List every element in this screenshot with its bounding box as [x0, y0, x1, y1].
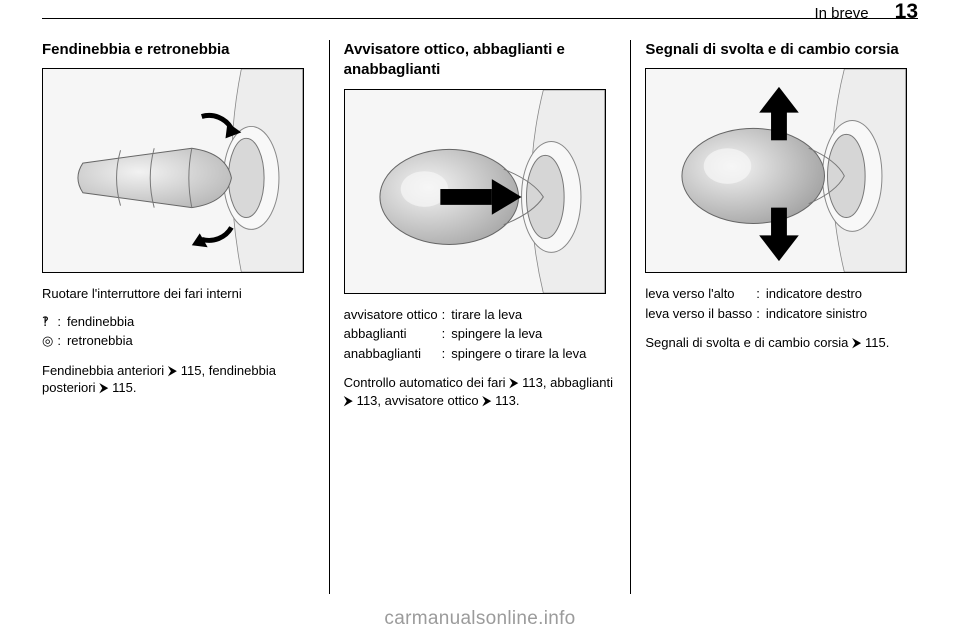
def-value: fendinebbia — [67, 313, 134, 333]
col2-body: Controllo automatico dei fari ⮞ 113, abb… — [344, 374, 617, 409]
list-item: anabbaglianti : spingere o tirare la lev… — [344, 345, 587, 365]
columns: Fendinebbia e retronebbia — [42, 40, 918, 594]
def-value: tirare la leva — [451, 306, 586, 326]
def-sep: : — [57, 313, 67, 333]
col2-heading: Avvisatore ottico, abbaglianti e anabbag… — [344, 40, 617, 81]
def-key: anabbaglianti — [344, 345, 442, 365]
def-key: leva verso il basso — [645, 305, 756, 325]
col1-heading: Fendinebbia e retronebbia — [42, 40, 315, 60]
list-item: ◎ : retronebbia — [42, 332, 134, 352]
col1-illustration — [42, 68, 304, 273]
col1-body: Fendinebbia anteriori ⮞ 115, fendinebbia… — [42, 362, 315, 397]
def-sep: : — [442, 306, 452, 326]
page-number: 13 — [895, 0, 918, 24]
def-sep: : — [756, 285, 766, 305]
col2-illustration — [344, 89, 606, 294]
def-sep: : — [442, 345, 452, 365]
def-value: spingere la leva — [451, 325, 586, 345]
def-sep: : — [756, 305, 766, 325]
list-item: ‽ : fendinebbia — [42, 313, 134, 333]
def-key: ◎ — [42, 332, 57, 352]
list-item: leva verso il basso : indicatore sinistr… — [645, 305, 867, 325]
col1-definitions: ‽ : fendinebbia ◎ : retronebbia — [42, 313, 134, 352]
def-key: ‽ — [42, 313, 57, 333]
header-rule — [42, 18, 918, 19]
column-1: Fendinebbia e retronebbia — [42, 40, 329, 594]
page: In breve 13 Fendinebbia e retronebbia — [0, 0, 960, 642]
def-value: indicatore sinistro — [766, 305, 867, 325]
column-3: Segnali di svolta e di cambio corsia — [630, 40, 918, 594]
section-title: In breve — [814, 5, 868, 22]
def-key: avvisatore ottico — [344, 306, 442, 326]
col3-definitions: leva verso l'alto : indicatore destro le… — [645, 285, 867, 324]
col2-definitions: avvisatore ottico : tirare la leva abbag… — [344, 306, 587, 365]
col3-heading: Segnali di svolta e di cambio corsia — [645, 40, 918, 60]
col1-caption: Ruotare l'interruttore dei fari interni — [42, 285, 315, 303]
def-sep: : — [442, 325, 452, 345]
col3-illustration — [645, 68, 907, 273]
watermark: carmanualsonline.info — [0, 608, 960, 630]
def-value: indicatore destro — [766, 285, 867, 305]
list-item: leva verso l'alto : indicatore destro — [645, 285, 867, 305]
def-sep: : — [57, 332, 67, 352]
def-value: retronebbia — [67, 332, 134, 352]
def-key: leva verso l'alto — [645, 285, 756, 305]
col3-body: Segnali di svolta e di cambio corsia ⮞ 1… — [645, 334, 918, 352]
column-2: Avvisatore ottico, abbaglianti e anabbag… — [329, 40, 631, 594]
list-item: abbaglianti : spingere la leva — [344, 325, 587, 345]
list-item: avvisatore ottico : tirare la leva — [344, 306, 587, 326]
def-key: abbaglianti — [344, 325, 442, 345]
page-header: In breve 13 — [814, 0, 918, 24]
def-value: spingere o tirare la leva — [451, 345, 586, 365]
